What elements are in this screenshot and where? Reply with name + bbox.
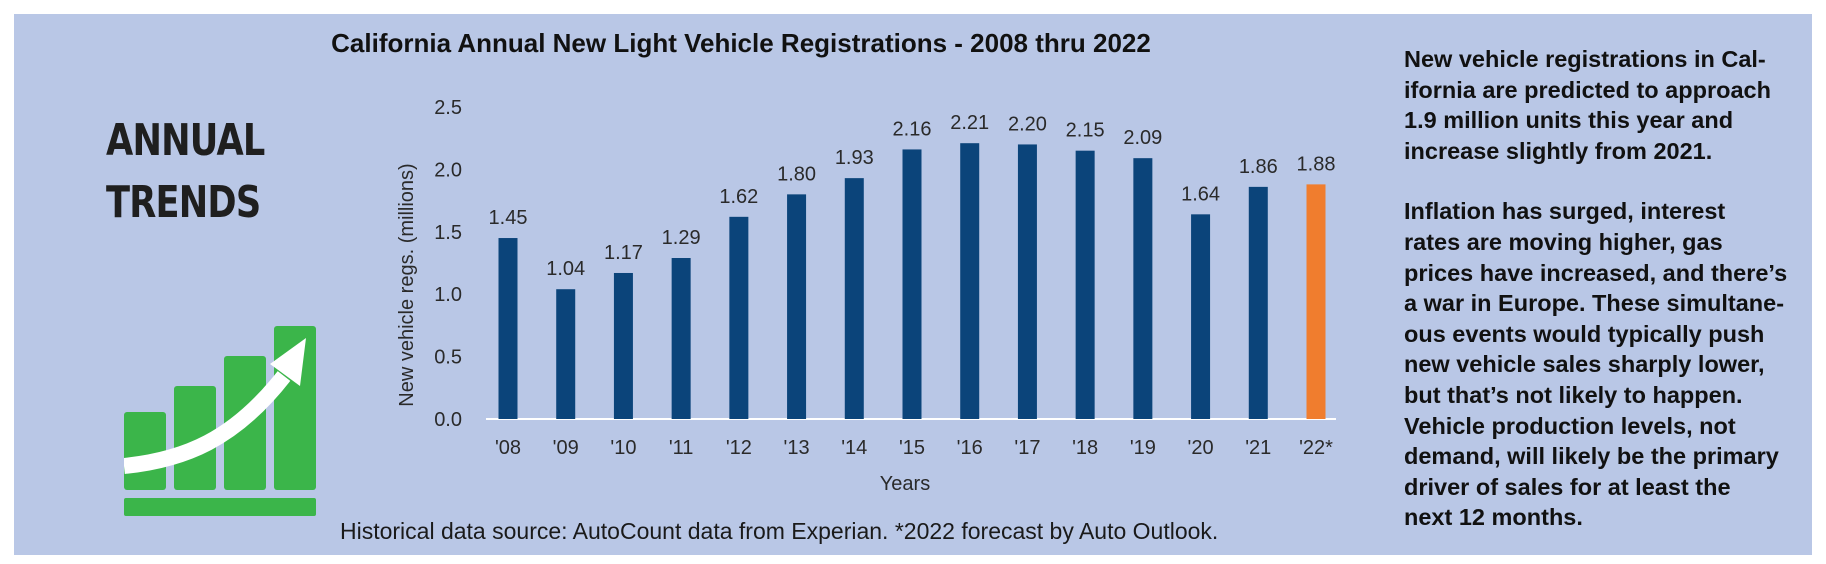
bar	[1306, 184, 1326, 419]
rising-bars-arrow-icon	[124, 326, 316, 516]
bar	[613, 272, 633, 419]
sidebar-paragraph-2: Inflation has surged, interest rates are…	[1404, 198, 1788, 531]
x-tick-label: '15	[899, 437, 925, 459]
x-tick-label: '16	[957, 437, 983, 459]
bar-value-label: 1.45	[489, 207, 528, 229]
section-title: ANNUAL TRENDS	[106, 110, 265, 234]
x-tick-label: '12	[726, 437, 752, 459]
bar-value-label: 1.04	[546, 258, 585, 280]
x-tick-label: '21	[1245, 437, 1271, 459]
bar	[729, 216, 749, 419]
bar	[498, 238, 518, 419]
x-tick-label: '22*	[1299, 437, 1333, 459]
icon-bar-2	[174, 386, 216, 490]
bar	[844, 178, 864, 419]
section-title-line-1: ANNUAL	[106, 115, 265, 166]
x-tick-label: '14	[841, 437, 867, 459]
chart-title: California Annual New Light Vehicle Regi…	[331, 28, 1151, 58]
icon-base	[124, 498, 316, 516]
bar	[671, 258, 691, 419]
bar	[787, 194, 807, 419]
bars-group	[498, 143, 1326, 419]
bar-value-label: 1.64	[1181, 183, 1220, 205]
x-tick-label: '11	[669, 437, 694, 459]
bar-value-label: 1.86	[1239, 156, 1278, 178]
section-title-line-2: TRENDS	[106, 177, 261, 228]
y-tick-label: 0.5	[434, 347, 462, 369]
bar	[1133, 158, 1153, 419]
x-tick-label: '19	[1130, 437, 1156, 459]
bar	[1017, 144, 1037, 419]
y-axis-label: New vehicle regs. (millions)	[396, 163, 418, 406]
icon-arrow-head	[270, 338, 306, 386]
infographic-panel: ANNUAL TRENDS California Annual New Ligh…	[14, 14, 1812, 555]
x-tick-label: '18	[1072, 437, 1098, 459]
bar-chart: California Annual New Light Vehicle Regi…	[331, 28, 1336, 495]
bar-value-label: 2.20	[1008, 113, 1047, 135]
bar-value-label: 2.09	[1123, 127, 1162, 149]
x-tick-label: '17	[1014, 437, 1040, 459]
x-axis-ticks: '08 '09 '10 '11 '12 '13 '14 '15 '16 '17 '18 '19 '20 '…	[495, 437, 1333, 459]
y-tick-label: 2.5	[434, 97, 462, 119]
bar-value-label: 1.80	[777, 163, 816, 185]
sidebar-commentary: New vehicle registrations in Cal- iforni…	[1404, 44, 1814, 563]
bar	[1075, 150, 1095, 419]
x-tick-label: '08	[495, 437, 521, 459]
bar	[556, 289, 576, 419]
x-axis-label: Years	[880, 473, 930, 495]
bar-value-label: 1.88	[1297, 153, 1336, 175]
bar	[1191, 214, 1211, 419]
y-tick-label: 0.0	[434, 409, 462, 431]
y-axis-ticks: 0.0 0.5 1.0 1.5 2.0 2.5	[434, 97, 462, 431]
bar-value-label: 1.29	[662, 227, 701, 249]
icon-arrow-shaft	[124, 371, 291, 474]
value-labels-group: 1.45 1.04 1.17 1.29 1.62 1.80 1.93 2.16 2.21 2.20…	[489, 112, 1336, 280]
y-tick-label: 1.5	[434, 222, 462, 244]
x-tick-label: '20	[1188, 437, 1214, 459]
y-tick-label: 1.0	[434, 284, 462, 306]
y-tick-label: 2.0	[434, 159, 462, 181]
bar-value-label: 2.15	[1066, 120, 1105, 142]
bar	[902, 149, 922, 419]
bar-value-label: 1.93	[835, 147, 874, 169]
sidebar-paragraph-1: New vehicle registrations in Cal- iforni…	[1404, 46, 1771, 164]
bar-value-label: 2.16	[893, 118, 932, 140]
bar-value-label: 1.62	[719, 186, 758, 208]
x-tick-label: '10	[610, 437, 636, 459]
bar-value-label: 2.21	[950, 112, 989, 134]
x-tick-label: '13	[784, 437, 810, 459]
bar	[1248, 186, 1268, 419]
bar-value-label: 1.17	[604, 242, 643, 264]
x-tick-label: '09	[553, 437, 579, 459]
bar	[960, 143, 980, 419]
source-note: Historical data source: AutoCount data f…	[340, 518, 1219, 544]
